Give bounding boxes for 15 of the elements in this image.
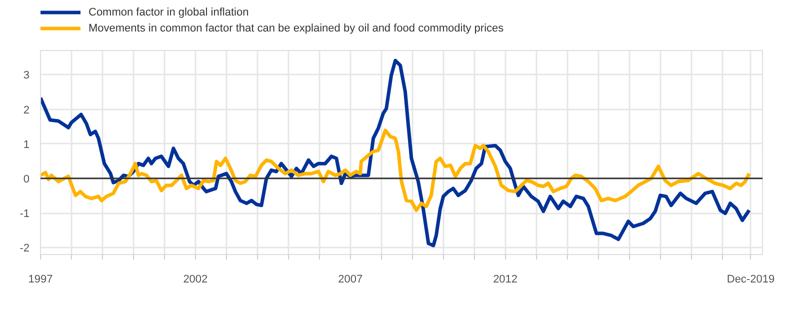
- legend-label: Common factor in global inflation: [88, 6, 249, 18]
- y-tick-label: 3: [23, 70, 30, 82]
- x-tick-label: Dec-2019: [726, 274, 775, 286]
- x-tick-label: 2002: [183, 274, 208, 286]
- x-tick-label: 2007: [338, 274, 363, 286]
- y-tick-label: -1: [20, 208, 30, 220]
- y-tick-label: 2: [23, 104, 30, 116]
- legend-label: Movements in common factor that can be explained by oil and food commodity prices: [88, 22, 504, 34]
- y-tick-label: 1: [23, 138, 30, 151]
- y-tick-label: -2: [20, 242, 30, 255]
- line-series: [40, 58, 751, 248]
- y-tick-label: 0: [23, 173, 30, 186]
- line-series: [40, 128, 751, 212]
- x-tick-label: 2012: [493, 274, 518, 286]
- x-tick-label: 1997: [28, 274, 53, 286]
